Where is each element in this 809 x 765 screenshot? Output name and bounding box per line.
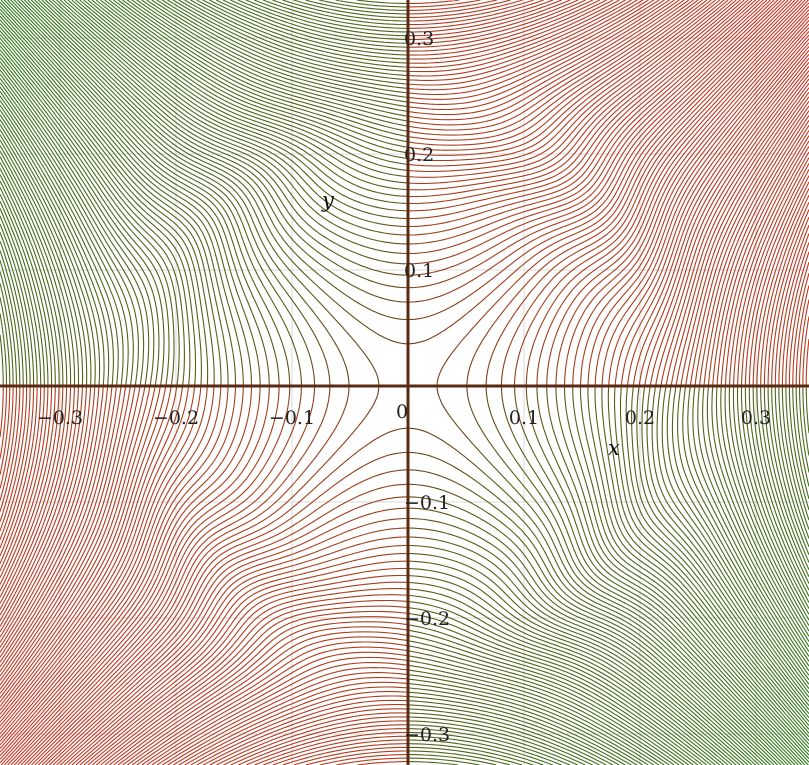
x-tick-label: 0.3 (741, 407, 771, 429)
y-tick-label: 0.2 (404, 144, 434, 166)
y-axis-label: y (321, 188, 335, 212)
x-tick-label: 0.2 (625, 407, 655, 429)
x-tick-label: −0.1 (269, 407, 315, 429)
y-tick-label: −0.3 (404, 724, 450, 746)
x-tick-label: 0.1 (509, 407, 539, 429)
y-tick-label: 0.3 (404, 28, 434, 50)
x-tick-label: −0.3 (37, 407, 83, 429)
y-tick-label: −0.1 (404, 492, 450, 514)
y-tick-label: 0.1 (404, 260, 434, 282)
origin-label: 0 (396, 401, 408, 423)
y-tick-label: −0.2 (404, 608, 450, 630)
x-axis-label: x (608, 436, 620, 460)
x-tick-label: −0.2 (153, 407, 199, 429)
